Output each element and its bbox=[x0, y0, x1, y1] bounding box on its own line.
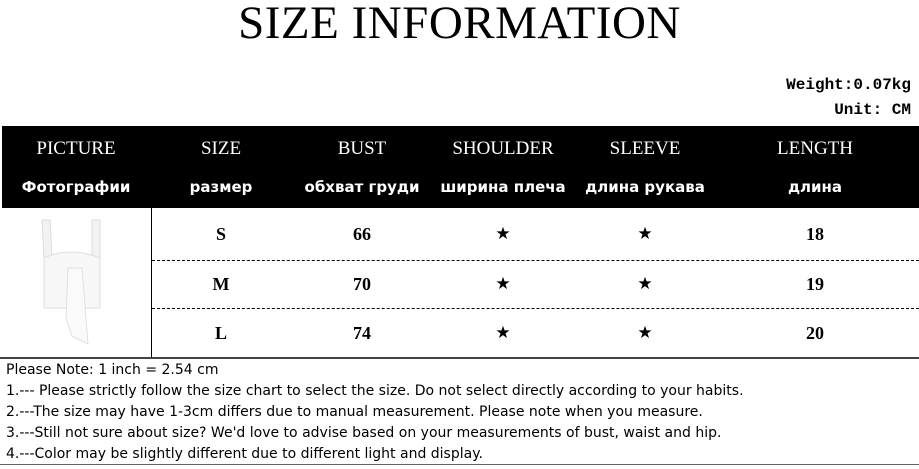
col-picture-ru: Фотографии bbox=[21, 178, 131, 196]
cell-size: M bbox=[212, 274, 230, 294]
col-bust: BUST bbox=[337, 138, 387, 159]
note-3: 3.---Still not sure about size? We'd lov… bbox=[6, 425, 722, 441]
cell-bust: 66 bbox=[353, 224, 371, 244]
note-inch: Please Note: 1 inch = 2.54 cm bbox=[6, 362, 219, 378]
table-header: PICTURE Фотографии SIZE размер BUST обхв… bbox=[2, 126, 919, 208]
star-icon: ★ bbox=[637, 274, 653, 294]
cell-size: L bbox=[214, 323, 228, 343]
cell-length: 18 bbox=[806, 224, 824, 244]
page-title: SIZE INFORMATION bbox=[238, 0, 681, 49]
column-divider bbox=[151, 208, 152, 358]
col-length-ru: длина bbox=[787, 178, 843, 196]
note-2: 2.---The size may have 1-3cm differs due… bbox=[6, 404, 703, 420]
col-sleeve-ru: длина рукава bbox=[585, 178, 705, 196]
cell-size: S bbox=[215, 224, 227, 244]
col-shoulder: SHOULDER bbox=[452, 138, 554, 159]
table-bottom-border bbox=[0, 357, 919, 359]
col-size-ru: размер bbox=[189, 178, 253, 196]
note-4: 4.---Color may be slightly different due… bbox=[6, 446, 483, 462]
star-icon: ★ bbox=[495, 224, 511, 244]
cell-bust: 70 bbox=[353, 274, 371, 294]
col-sleeve: SLEEVE bbox=[609, 138, 681, 159]
star-icon: ★ bbox=[637, 323, 653, 343]
notes-bottom-border bbox=[0, 464, 919, 465]
star-icon: ★ bbox=[495, 323, 511, 343]
col-shoulder-ru: ширина плеча bbox=[440, 178, 566, 196]
col-length: LENGTH bbox=[777, 138, 853, 159]
cell-length: 19 bbox=[806, 274, 824, 294]
star-icon: ★ bbox=[495, 274, 511, 294]
weight-label: Weight:0.07kg bbox=[786, 76, 911, 94]
col-size: SIZE bbox=[200, 138, 242, 159]
product-picture bbox=[41, 219, 101, 345]
col-bust-ru: обхват груди bbox=[304, 178, 420, 196]
col-picture: PICTURE bbox=[36, 138, 116, 159]
star-icon: ★ bbox=[637, 224, 653, 244]
row-divider bbox=[152, 260, 919, 261]
row-divider bbox=[152, 308, 919, 309]
cell-length: 20 bbox=[806, 323, 824, 343]
cell-bust: 74 bbox=[353, 323, 371, 343]
note-1: 1.--- Please strictly follow the size ch… bbox=[6, 383, 744, 399]
unit-label: Unit: CM bbox=[834, 101, 911, 119]
